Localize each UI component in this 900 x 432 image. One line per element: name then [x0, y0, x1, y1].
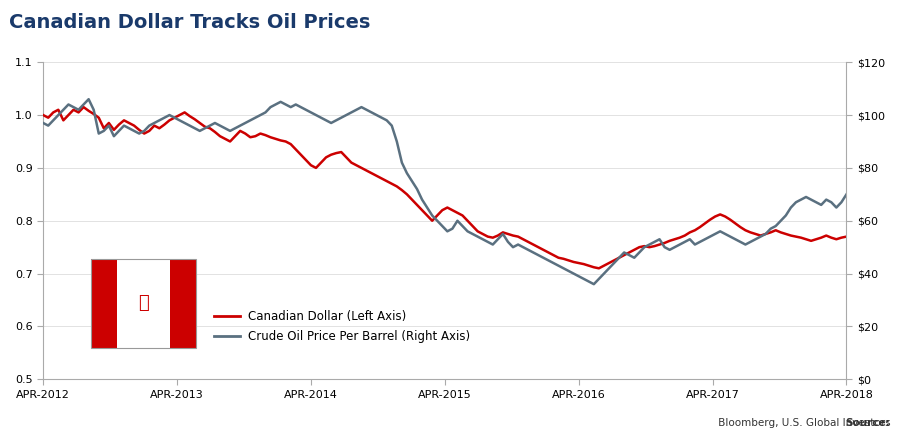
Legend: Canadian Dollar (Left Axis), Crude Oil Price Per Barrel (Right Axis): Canadian Dollar (Left Axis), Crude Oil P… — [210, 305, 474, 348]
Text: Canadian Dollar Tracks Oil Prices: Canadian Dollar Tracks Oil Prices — [9, 13, 371, 32]
Text: Bloomberg, U.S. Global Investors: Bloomberg, U.S. Global Investors — [716, 418, 891, 428]
Text: 🍁: 🍁 — [139, 294, 149, 312]
Text: Source:: Source: — [845, 418, 890, 428]
